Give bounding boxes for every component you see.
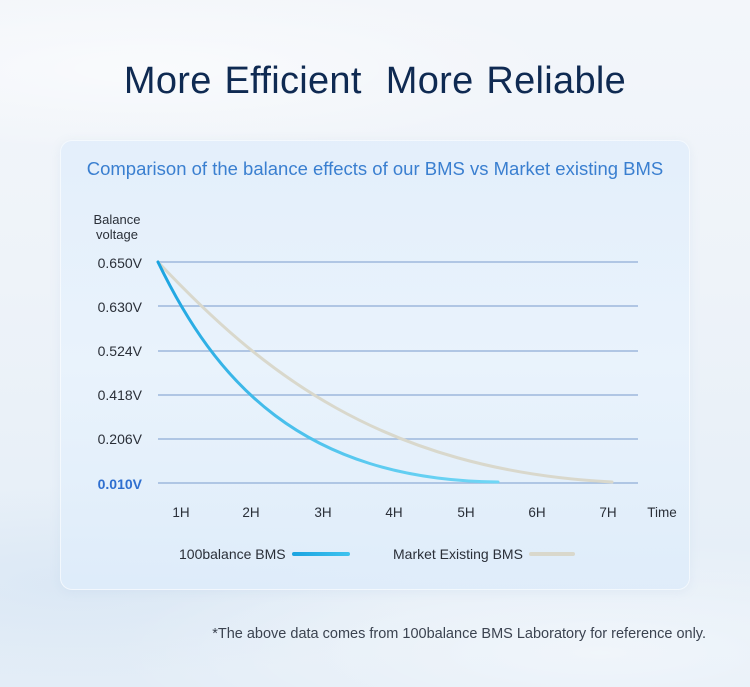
chart-card	[60, 140, 690, 590]
y-tick-0010: 0.010V	[97, 476, 142, 492]
chart-title: Comparison of the balance effects of our…	[86, 158, 664, 179]
x-tick-2h: 2H	[242, 505, 260, 520]
x-tick-3h: 3H	[314, 505, 332, 520]
headline-efficient: More Efficient	[123, 60, 362, 102]
x-tick-7h: 7H	[599, 505, 617, 520]
legend-label-ours: 100balance BMS	[179, 546, 286, 562]
y-tick-0418: 0.418V	[97, 387, 142, 403]
x-tick-1h: 1H	[172, 505, 190, 520]
legend-label-market: Market Existing BMS	[393, 546, 523, 562]
x-tick-5h: 5H	[457, 505, 475, 520]
y-axis-title-line2: voltage	[96, 227, 138, 242]
legend-item-market: Market Existing BMS	[393, 546, 575, 562]
y-tick-0524: 0.524V	[97, 343, 142, 359]
page-headline: More Efficient More Reliable	[0, 60, 750, 103]
footnote: *The above data comes from 100balance BM…	[212, 626, 706, 642]
legend-swatch-ours-icon	[291, 552, 350, 556]
y-tick-0650: 0.650V	[97, 255, 142, 271]
series-market-line	[156, 260, 614, 484]
x-axis-title: Time	[647, 505, 677, 520]
y-tick-0206: 0.206V	[97, 431, 142, 447]
series-ours-line	[156, 260, 500, 484]
x-tick-6h: 6H	[528, 505, 546, 520]
y-axis-title: Balance voltage	[82, 212, 152, 242]
y-axis-title-line1: Balance	[93, 212, 141, 227]
legend-item-ours: 100balance BMS	[179, 546, 350, 562]
headline-reliable: More Reliable	[385, 60, 627, 102]
legend-swatch-market-icon	[528, 552, 575, 556]
y-tick-0630: 0.630V	[97, 299, 142, 315]
x-tick-4h: 4H	[385, 505, 403, 520]
